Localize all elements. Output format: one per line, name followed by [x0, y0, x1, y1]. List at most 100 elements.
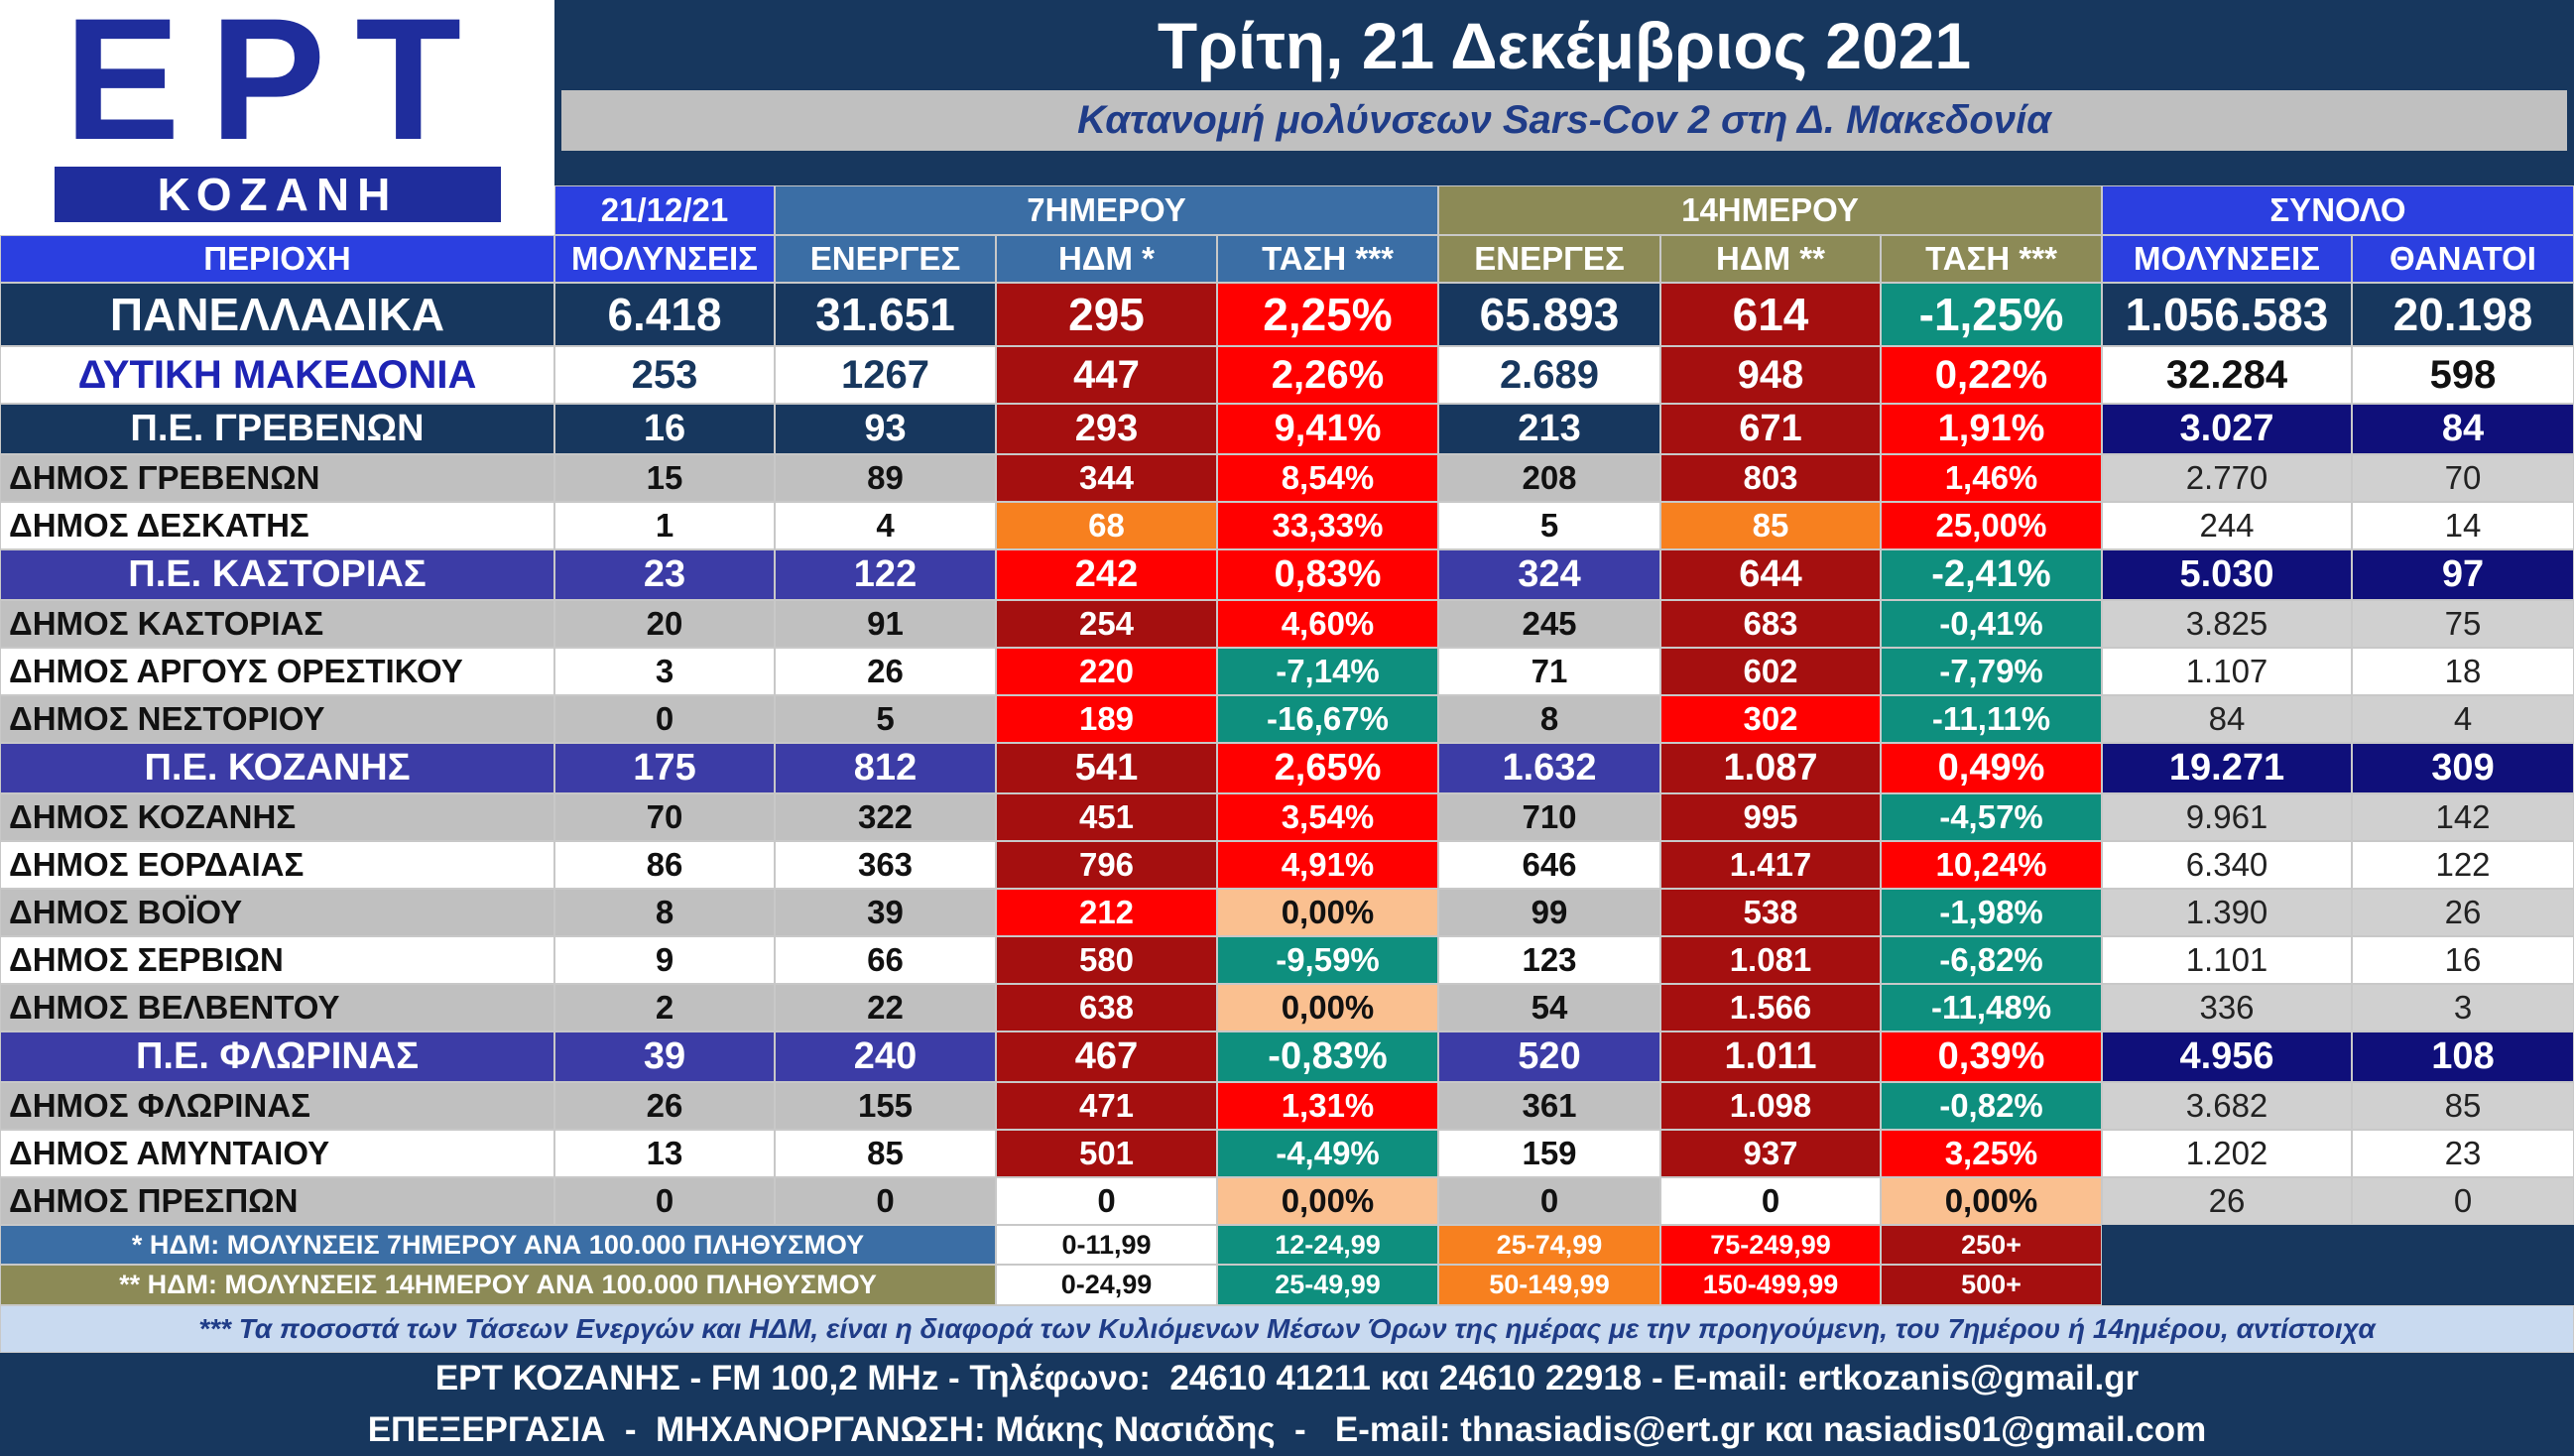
value-cell: 1.390 [2102, 889, 2352, 936]
value-cell: 25,00% [1881, 502, 2102, 549]
column-header: ΤΑΣΗ *** [1217, 235, 1438, 283]
legend-range: 75-249,99 [1660, 1225, 1881, 1265]
value-cell: 8 [1438, 695, 1660, 743]
value-cell: 142 [2352, 793, 2574, 841]
region-name: ΔΗΜΟΣ ΒΕΛΒΕΝΤΟΥ [0, 984, 554, 1031]
value-cell: 471 [996, 1082, 1217, 1130]
value-cell: 16 [2352, 936, 2574, 984]
value-cell: -11,48% [1881, 984, 2102, 1031]
legend-range: 0-11,99 [996, 1225, 1217, 1265]
region-name: ΔΗΜΟΣ ΒΟΪΟΥ [0, 889, 554, 936]
value-cell: 123 [1438, 936, 1660, 984]
value-cell: 39 [554, 1031, 775, 1082]
value-cell: 1.566 [1660, 984, 1881, 1031]
value-cell: 520 [1438, 1031, 1660, 1082]
value-cell: 26 [554, 1082, 775, 1130]
value-cell: 70 [2352, 454, 2574, 502]
value-cell: 122 [2352, 841, 2574, 889]
value-cell: 1 [554, 502, 775, 549]
value-cell: 1.417 [1660, 841, 1881, 889]
value-cell: 84 [2352, 404, 2574, 454]
value-cell: 638 [996, 984, 1217, 1031]
value-cell: 0 [554, 1177, 775, 1225]
value-cell: 1,46% [1881, 454, 2102, 502]
value-cell: 937 [1660, 1130, 1881, 1177]
note: *** Τα ποσοστά των Τάσεων Ενεργών και ΗΔ… [0, 1305, 2574, 1353]
subtitle: Κατανομή μολύνσεων Sars-Cov 2 στη Δ. Μακ… [561, 90, 2567, 151]
value-cell: 65.893 [1438, 283, 1660, 346]
value-cell: 451 [996, 793, 1217, 841]
value-cell: 3,25% [1881, 1130, 2102, 1177]
value-cell: 23 [554, 549, 775, 600]
value-cell: 4,60% [1217, 600, 1438, 648]
region-name: ΔΗΜΟΣ ΚΟΖΑΝΗΣ [0, 793, 554, 841]
value-cell: 253 [554, 346, 775, 404]
value-cell: 646 [1438, 841, 1660, 889]
value-cell: 6.340 [2102, 841, 2352, 889]
legend-range: 25-49,99 [1217, 1265, 1438, 1305]
value-cell: -7,79% [1881, 648, 2102, 695]
value-cell: 9 [554, 936, 775, 984]
value-cell: 15 [554, 454, 775, 502]
value-cell: 2,25% [1217, 283, 1438, 346]
value-cell: 0,49% [1881, 743, 2102, 793]
footer-line: ΕΠΕΞΕΡΓΑΣΙΑ - ΜΗΧΑΝΟΡΓΑΝΩΣΗ: Μάκης Νασιά… [0, 1404, 2574, 1456]
region-name: ΔΗΜΟΣ ΔΕΣΚΑΤΗΣ [0, 502, 554, 549]
value-cell: 70 [554, 793, 775, 841]
value-cell: 0,00% [1217, 1177, 1438, 1225]
value-cell: 5 [775, 695, 996, 743]
value-cell: 23 [2352, 1130, 2574, 1177]
value-cell: -4,49% [1217, 1130, 1438, 1177]
value-cell: 75 [2352, 600, 2574, 648]
value-cell: 447 [996, 346, 1217, 404]
value-cell: 4 [775, 502, 996, 549]
legend-label: * ΗΔΜ: ΜΟΛΥΝΣΕΙΣ 7ΗΜΕΡΟΥ ΑΝΑ 100.000 ΠΛΗ… [0, 1225, 996, 1265]
region-name: ΔΥΤΙΚΗ ΜΑΚΕΔΟΝΙΑ [0, 346, 554, 404]
value-cell: 361 [1438, 1082, 1660, 1130]
value-cell: 3 [554, 648, 775, 695]
value-cell: 86 [554, 841, 775, 889]
value-cell: 84 [2102, 695, 2352, 743]
value-cell: 89 [775, 454, 996, 502]
value-cell: 1.081 [1660, 936, 1881, 984]
legend-range: 150-499,99 [1660, 1265, 1881, 1305]
value-cell: 85 [2352, 1082, 2574, 1130]
value-cell: 0,00% [1217, 889, 1438, 936]
column-header: ΠΕΡΙΟΧΗ [0, 235, 554, 283]
value-cell: 1.632 [1438, 743, 1660, 793]
value-cell: 26 [2352, 889, 2574, 936]
value-cell: 1.202 [2102, 1130, 2352, 1177]
column-header: ΗΔΜ ** [1660, 235, 1881, 283]
value-cell: 3.682 [2102, 1082, 2352, 1130]
value-cell: 155 [775, 1082, 996, 1130]
value-cell: 2 [554, 984, 775, 1031]
legend-range: 0-24,99 [996, 1265, 1217, 1305]
value-cell: 99 [1438, 889, 1660, 936]
value-cell: 39 [775, 889, 996, 936]
value-cell: 3 [2352, 984, 2574, 1031]
value-cell: 93 [775, 404, 996, 454]
value-cell: 20 [554, 600, 775, 648]
value-cell: 9,41% [1217, 404, 1438, 454]
value-cell: 71 [1438, 648, 1660, 695]
value-cell: -9,59% [1217, 936, 1438, 984]
logo-letters: ΕΡΤ [63, 0, 492, 177]
value-cell: 344 [996, 454, 1217, 502]
region-name: ΔΗΜΟΣ ΕΟΡΔΑΙΑΣ [0, 841, 554, 889]
value-cell: 18 [2352, 648, 2574, 695]
value-cell: -1,25% [1881, 283, 2102, 346]
value-cell: 324 [1438, 549, 1660, 600]
value-cell: 3.825 [2102, 600, 2352, 648]
value-cell: 467 [996, 1031, 1217, 1082]
region-name: ΔΗΜΟΣ ΦΛΩΡΙΝΑΣ [0, 1082, 554, 1130]
column-header: ΕΝΕΡΓΕΣ [775, 235, 996, 283]
value-cell: 995 [1660, 793, 1881, 841]
region-name: ΔΗΜΟΣ ΑΜΥΝΤΑΙΟΥ [0, 1130, 554, 1177]
value-cell: -11,11% [1881, 695, 2102, 743]
value-cell: 97 [2352, 549, 2574, 600]
value-cell: 671 [1660, 404, 1881, 454]
value-cell: 22 [775, 984, 996, 1031]
column-header: ΕΝΕΡΓΕΣ [1438, 235, 1660, 283]
title: Τρίτη, 21 Δεκέμβριος 2021 [1157, 8, 1972, 82]
